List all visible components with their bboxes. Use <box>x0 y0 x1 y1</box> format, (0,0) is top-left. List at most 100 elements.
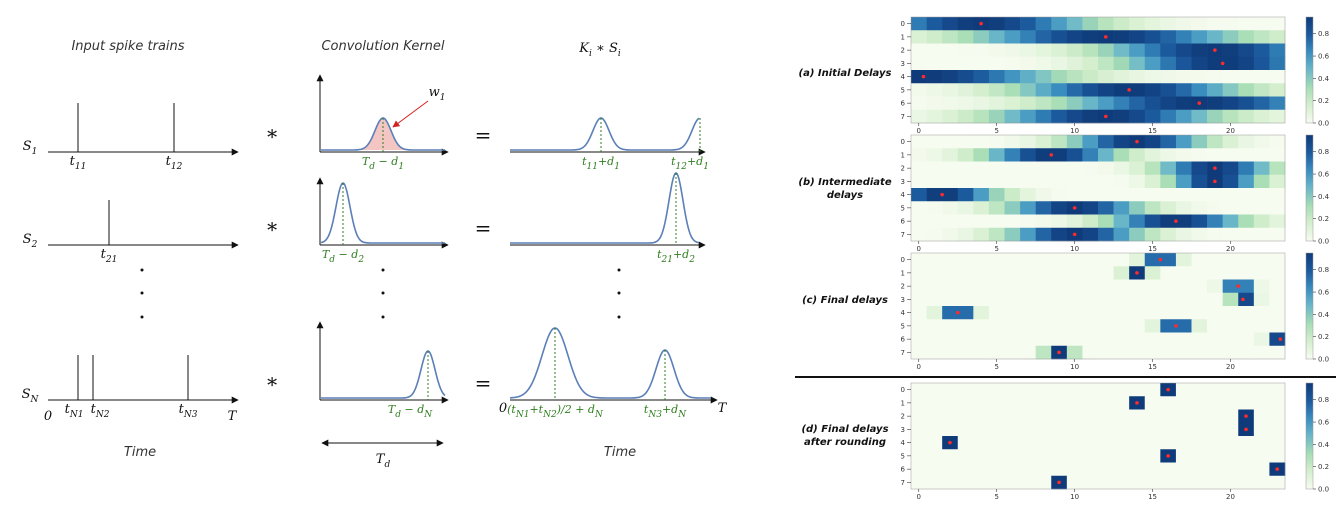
heatmap-cell <box>1082 436 1099 450</box>
heatmap-cell <box>1191 345 1208 360</box>
heatmap-cell <box>1020 396 1036 410</box>
result-label-part: (t <box>507 403 516 416</box>
heatmap-cell <box>1098 161 1114 176</box>
heatmap-cell <box>1207 17 1223 31</box>
heatmap-cell <box>911 96 927 111</box>
result-label: t12+d1 <box>671 155 709 172</box>
heatmap-cell <box>973 148 990 162</box>
heatmap-cell <box>1051 383 1068 397</box>
heatmap-cell <box>1144 188 1161 202</box>
heatmap-cell <box>911 56 927 71</box>
kernel-label-part: N <box>423 410 433 420</box>
heatmap-cell <box>1035 475 1052 490</box>
heatmap-cell <box>1238 396 1255 410</box>
heatmap-cell <box>1066 306 1083 320</box>
delay-dot <box>940 192 944 197</box>
heatmap-cell <box>942 109 959 124</box>
colorbar-tick-label: 0.6 <box>1318 289 1330 297</box>
heatmap-cell <box>1222 96 1239 111</box>
heatmap-cell <box>1051 135 1068 149</box>
heatmap-cell <box>1253 436 1270 450</box>
heatmap-cell <box>1051 449 1068 463</box>
heatmap-cell <box>973 462 990 477</box>
spike-label: tN2 <box>91 402 110 420</box>
heatmap-cell <box>1035 30 1052 44</box>
heatmap-cell <box>988 475 1005 490</box>
header-math-part: i <box>618 49 621 59</box>
heatmap-cell <box>1082 70 1099 84</box>
heatmap-cell <box>1238 201 1255 215</box>
heatmap-cell <box>1113 266 1130 280</box>
kernel-curve <box>321 350 446 399</box>
heatmap-cell <box>1066 253 1083 267</box>
heatmap-cell <box>942 135 959 149</box>
heatmap-cell <box>1051 306 1068 320</box>
heatmap-cell <box>942 30 959 44</box>
heatmap-cell <box>1129 436 1146 450</box>
heatmap-cell <box>1004 109 1021 124</box>
delay-dot <box>921 74 926 79</box>
weight-label-part: w <box>429 85 440 100</box>
heatmap-cell <box>1160 279 1177 294</box>
heatmap-cell <box>1175 56 1192 71</box>
heatmap-cell <box>1269 188 1286 202</box>
heatmap-cell <box>926 253 943 267</box>
heatmap-cell <box>1051 253 1068 267</box>
row-tick-label: 3 <box>901 296 905 304</box>
heatmap-cell <box>957 332 974 347</box>
heatmap-cell <box>1035 135 1052 149</box>
heatmap-cell <box>988 449 1005 463</box>
heatmap-cell <box>957 148 974 162</box>
heatmap-cell <box>1098 188 1114 202</box>
heatmap-cell <box>1129 383 1146 397</box>
spike-label-part: t <box>91 402 97 417</box>
kernel-label-part: 1 <box>398 162 404 172</box>
heatmap-cell <box>988 409 1005 424</box>
heatmap-cell <box>1191 188 1208 202</box>
result-label-part: +d <box>687 155 703 168</box>
heatmap-cell <box>1253 292 1270 307</box>
heatmap-cell <box>1238 292 1255 307</box>
heatmap-cell <box>1082 43 1099 58</box>
heatmap-frame <box>910 134 1286 242</box>
heatmap-cell <box>1175 188 1192 202</box>
heatmap-cell <box>911 319 927 333</box>
spike-label-part: t <box>70 154 76 169</box>
heatmap-cell <box>1035 56 1052 71</box>
heatmap-cell <box>1129 409 1146 424</box>
heatmap-cell <box>1035 70 1052 84</box>
heatmap-cell <box>1238 279 1255 294</box>
kernel-label-part: − d <box>335 248 358 261</box>
heatmap-cell <box>1066 56 1083 71</box>
heatmap-cell <box>957 188 974 202</box>
heatmap-cell <box>1051 83 1068 97</box>
heatmap-cell <box>1051 70 1068 84</box>
heatmap-cell <box>1253 70 1270 84</box>
heatmap-cell <box>1082 383 1099 397</box>
heatmap-cell <box>973 475 990 490</box>
heatmap-cell <box>957 30 974 44</box>
spike-label: t12 <box>166 154 183 172</box>
heatmap-cell <box>1191 383 1208 397</box>
heatmap-cell <box>1004 409 1021 424</box>
signal-label-part: 2 <box>31 240 38 250</box>
heatmap-cell <box>1004 135 1021 149</box>
operator: ∗ <box>265 369 279 393</box>
result-label-part: +d <box>598 155 614 168</box>
heatmap-cell <box>1144 462 1161 477</box>
row-tick-label: 1 <box>901 33 905 41</box>
heatmap-cell <box>1035 266 1052 280</box>
heatmap-cell <box>1269 214 1286 229</box>
heatmap-cell <box>1269 17 1286 31</box>
heatmap-cell <box>1082 409 1099 424</box>
heatmap-cell <box>957 436 974 450</box>
heatmap-cell <box>926 43 943 58</box>
heatmap-cell <box>1222 449 1239 463</box>
signal-label: S1 <box>23 139 38 157</box>
row-tick-label: 6 <box>901 218 906 226</box>
heatmap-cell <box>926 292 943 307</box>
heatmap-cell <box>1191 214 1208 229</box>
heatmap-cell <box>1191 201 1208 215</box>
heatmap-cell <box>926 70 943 84</box>
heatmap-cell <box>957 135 974 149</box>
